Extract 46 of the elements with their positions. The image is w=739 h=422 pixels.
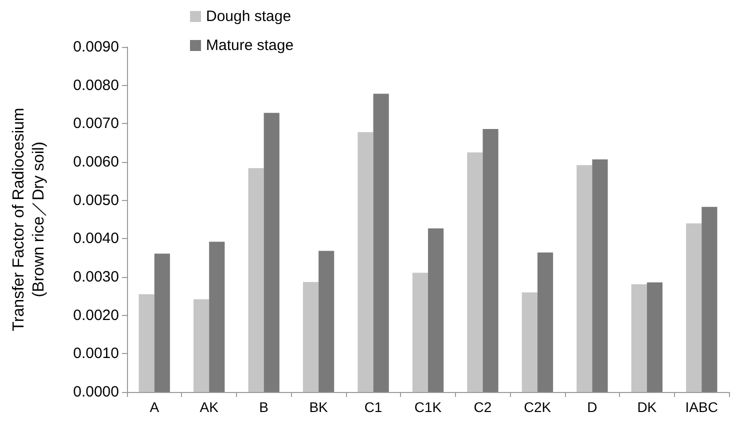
x-tick-label: C1 — [364, 399, 382, 415]
bar — [482, 129, 498, 392]
bar — [412, 272, 428, 392]
bar — [264, 112, 280, 392]
x-tick-label: AK — [200, 399, 220, 415]
x-tick-label: A — [150, 399, 160, 415]
y-tick-label: 0.0070 — [73, 115, 119, 132]
bar — [537, 252, 554, 392]
bar — [373, 94, 389, 392]
x-tick-label: BK — [309, 399, 329, 415]
y-tick-label: 0.0080 — [73, 76, 119, 94]
x-tick-label: C1K — [414, 399, 442, 415]
bar — [576, 165, 592, 392]
bar — [138, 294, 154, 392]
bar — [318, 250, 334, 392]
bar — [631, 284, 647, 392]
x-tick-label: C2 — [474, 399, 492, 415]
legend-label: Mature stage — [206, 37, 294, 54]
bar — [302, 282, 319, 392]
y-axis-title: Transfer Factor of Radiocesium (Brown rice／Dry soil) — [10, 108, 48, 332]
y-tick-label: 0.0060 — [73, 154, 119, 170]
bar — [522, 292, 538, 392]
x-tick-label: D — [587, 399, 598, 415]
bar — [686, 223, 702, 392]
bar — [467, 152, 483, 392]
bar — [154, 254, 170, 392]
y-tick-label: 0.0030 — [73, 268, 119, 286]
x-tick-label: C2K — [524, 399, 552, 415]
bar — [248, 168, 264, 392]
x-tick-label: B — [259, 399, 268, 415]
x-tick-label: DK — [637, 399, 658, 415]
x-tick-label: IABC — [685, 399, 718, 415]
bar — [702, 206, 718, 392]
bar — [358, 132, 374, 392]
legend-label: Dough stage — [206, 8, 292, 25]
y-tick-label: 0.0000 — [73, 384, 119, 400]
y-tick-label: 0.0050 — [73, 192, 119, 209]
bar — [193, 299, 210, 392]
y-tick-label: 0.0010 — [73, 345, 119, 362]
bar — [428, 228, 444, 392]
bar — [209, 242, 225, 392]
y-tick-label: 0.0090 — [73, 38, 119, 56]
bar — [646, 282, 663, 392]
y-tick-label: 0.0020 — [73, 306, 119, 324]
bar — [592, 159, 608, 392]
y-tick-label: 0.0040 — [73, 230, 119, 248]
